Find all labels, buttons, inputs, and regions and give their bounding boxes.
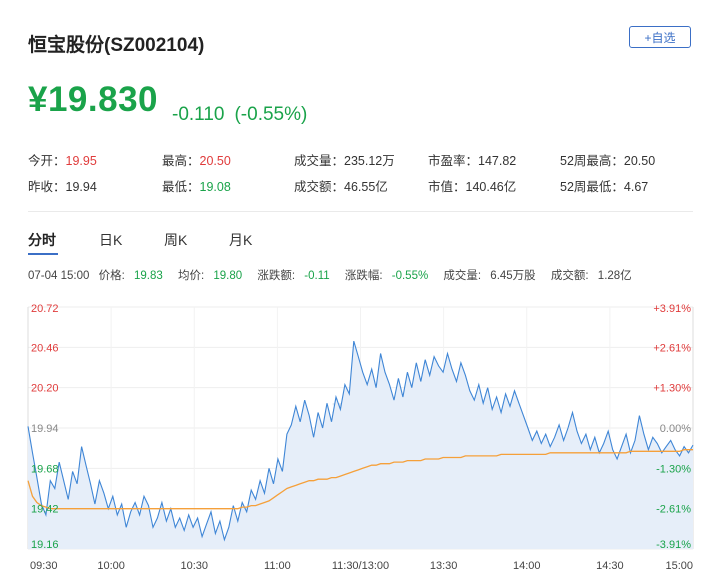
x-tick: 10:30 (180, 560, 208, 572)
stat-item: 今开：19.95 (28, 150, 97, 169)
y-tick-right: 0.00% (660, 423, 691, 435)
stat-label: 昨收： (28, 180, 66, 194)
stat-item: 昨收：19.94 (28, 176, 97, 195)
y-tick-left: 19.16 (31, 539, 59, 551)
info-amt-label: 成交额: (550, 270, 589, 282)
stat-item: 52周最低：4.67 (560, 176, 648, 195)
average-line (27, 449, 693, 510)
stat-value: 4.67 (623, 180, 649, 194)
info-vol-label: 成交量: (443, 270, 482, 282)
stat-item: 市值：140.46亿 (428, 176, 516, 195)
stat-value: 19.95 (65, 154, 97, 168)
stat-item: 成交量：235.12万 (294, 150, 395, 169)
stat-item: 成交额：46.55亿 (294, 176, 388, 195)
info-price: 19.83 (134, 270, 163, 282)
y-tick-left: 20.20 (31, 383, 59, 395)
x-tick: 13:30 (430, 560, 458, 572)
stat-label: 市值： (428, 180, 466, 194)
info-time: 07-04 15:00 (28, 270, 90, 282)
y-tick-left: 19.94 (31, 423, 59, 435)
info-chg-label: 涨跌额: (257, 270, 296, 282)
stat-value: 235.12万 (344, 154, 395, 168)
x-tick: 15:00 (665, 560, 693, 572)
y-tick-right: -1.30% (656, 463, 691, 475)
change-amount: -0.110 (172, 104, 225, 125)
y-tick-right: +2.61% (653, 342, 691, 354)
stat-value: 140.46亿 (465, 180, 517, 194)
y-tick-left: 19.68 (31, 463, 59, 475)
stat-label: 今开： (28, 154, 66, 168)
add-watchlist-button[interactable]: +自选 (629, 26, 691, 48)
info-avg: 19.80 (213, 270, 243, 282)
info-line: 07-04 15:00 价格: 19.83 均价: 19.80 涨跌额: -0.… (28, 267, 644, 283)
info-pct: -0.55% (391, 270, 429, 282)
x-tick: 11:30/13:00 (332, 560, 389, 572)
tab-0[interactable]: 分时 (28, 232, 56, 248)
info-avg-label: 均价: (177, 270, 205, 282)
price-change: -0.110 (-0.55%) (172, 104, 317, 126)
info-pct-label: 涨跌幅: (344, 270, 383, 282)
divider (28, 211, 693, 212)
info-chg: -0.11 (304, 270, 330, 282)
stock-title: 恒宝股份(SZ002104) (28, 35, 205, 56)
stat-label: 52周最高： (560, 154, 624, 168)
stat-label: 市盈率： (428, 154, 479, 168)
x-tick: 14:30 (596, 560, 624, 572)
x-tick: 09:30 (30, 560, 58, 572)
y-tick-left: 20.46 (31, 342, 59, 354)
stat-label: 最低： (162, 180, 200, 194)
info-vol: 6.45万股 (490, 270, 536, 282)
stat-item: 最低：19.08 (162, 176, 231, 195)
y-tick-left: 19.42 (31, 504, 59, 516)
stat-value: 46.55亿 (344, 180, 388, 194)
current-price: ¥19.830 (28, 80, 159, 119)
stat-item: 最高：20.50 (162, 150, 231, 169)
x-tick: 11:00 (264, 560, 291, 572)
tab-2[interactable]: 周K (164, 232, 188, 248)
y-tick-right: -2.61% (656, 504, 691, 516)
stat-label: 最高： (162, 154, 200, 168)
stat-value: 19.08 (199, 180, 231, 194)
stat-item: 市盈率：147.82 (428, 150, 516, 169)
x-tick: 14:00 (513, 560, 541, 572)
y-tick-right: +1.30% (653, 383, 691, 395)
stat-label: 成交量： (294, 154, 345, 168)
stat-value: 20.50 (623, 154, 656, 168)
y-tick-right: +3.91% (653, 303, 691, 315)
stat-item: 52周最高：20.50 (560, 150, 655, 169)
price-area (28, 341, 693, 549)
info-price-label: 价格: (98, 270, 125, 282)
tab-3[interactable]: 月K (229, 232, 253, 248)
x-tick: 10:00 (97, 560, 125, 572)
stat-value: 20.50 (199, 154, 231, 168)
change-percent: (-0.55%) (234, 104, 308, 125)
stat-value: 19.94 (65, 180, 97, 194)
y-tick-left: 20.72 (31, 303, 59, 315)
y-tick-right: -3.91% (656, 539, 691, 551)
active-tab-indicator (28, 253, 58, 255)
stat-label: 52周最低： (560, 180, 624, 194)
info-amt: 1.28亿 (597, 270, 632, 282)
price-line (27, 340, 694, 542)
stat-value: 147.82 (478, 154, 517, 168)
tab-1[interactable]: 日K (99, 232, 123, 248)
stat-label: 成交额： (294, 180, 345, 194)
